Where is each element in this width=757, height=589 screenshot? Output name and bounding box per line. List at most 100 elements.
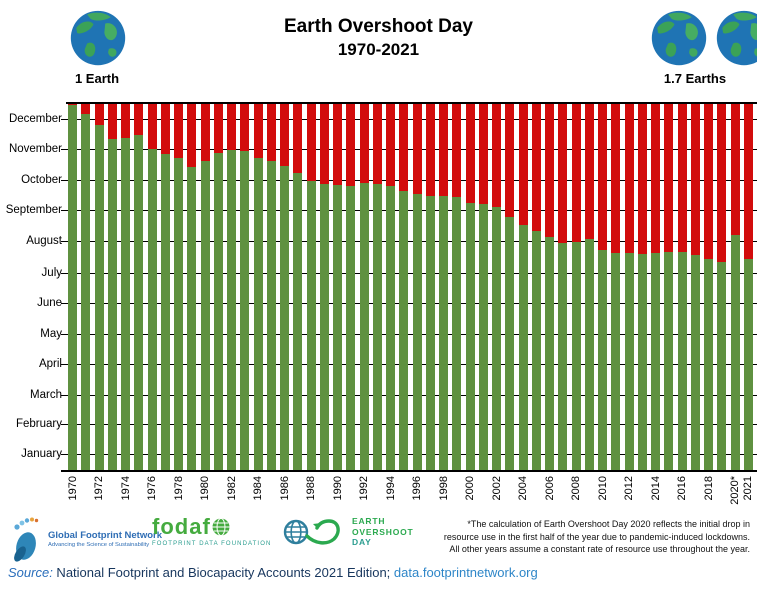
bar-2005-green (531, 231, 541, 470)
bar-1999 (452, 104, 462, 470)
year-label-2020: 2020* (729, 476, 741, 505)
bar-2021 (743, 104, 753, 470)
bar-2015 (664, 104, 674, 470)
earth-overshoot-day-logo: EARTH OVERSHOOT DAY (282, 514, 414, 550)
bar-1976 (147, 104, 157, 470)
fodafo-tagline: FOOTPRINT DATA FOUNDATION (152, 541, 272, 547)
year-label-1990: 1990 (331, 476, 344, 501)
bar-1970 (68, 104, 77, 470)
year-label-1972: 1972 (93, 476, 105, 501)
year-label-2008: 2008 (570, 476, 582, 501)
bar-1984 (253, 104, 263, 470)
year-label-1996: 1996 (411, 476, 423, 501)
fodafo-logo: fodaf FOOTPRINT DATA FOUNDATION (152, 516, 272, 548)
footnote-2020: *The calculation of Earth Overshoot Day … (444, 518, 750, 556)
fodafo-globe-icon (212, 518, 230, 536)
bar-1997 (425, 104, 435, 470)
eod-line2: OVERSHOOT (352, 526, 414, 537)
bar-2020 (730, 104, 740, 470)
bar-1983 (240, 104, 250, 470)
bar-2012-green (624, 253, 634, 470)
year-label-1980: 1980 (199, 476, 211, 501)
bar-1990 (333, 104, 342, 470)
bar-2005 (531, 104, 541, 470)
year-label-2014: 2014 (649, 476, 662, 501)
fodafo-wordmark: fodaf (152, 516, 271, 538)
year-label-1982: 1982 (225, 476, 238, 501)
month-label-april: April (38, 357, 62, 370)
bar-1994-green (386, 186, 395, 470)
source-link[interactable]: data.footprintnetwork.org (393, 565, 538, 580)
bar-1978-green (174, 158, 183, 470)
month-label-july: July (41, 266, 62, 279)
month-gridline (61, 119, 757, 120)
bar-1979-green (187, 167, 197, 470)
footnote-line3: All other years assume a constant rate o… (449, 544, 750, 554)
month-gridline (61, 394, 757, 396)
one-earth-label: 1 Earth (74, 71, 120, 86)
month-gridline (61, 272, 757, 274)
bar-2004 (518, 104, 528, 470)
bar-1983-green (240, 151, 250, 470)
bar-2016-green (677, 252, 687, 470)
month-gridline (61, 149, 757, 151)
bar-2008 (571, 104, 581, 470)
year-label-1992: 1992 (358, 476, 370, 501)
bar-2017-green (690, 255, 700, 470)
bar-1996 (412, 104, 422, 470)
bar-1987-green (293, 173, 303, 470)
bar-2019 (717, 104, 727, 470)
bar-1972 (94, 104, 104, 470)
bar-2002 (492, 104, 501, 470)
chart-title-line1: Earth Overshoot Day (284, 16, 473, 37)
bar-2007-green (558, 243, 568, 470)
month-gridline (61, 363, 757, 365)
bar-1988-green (306, 181, 316, 470)
month-gridline (61, 454, 757, 455)
bar-1981 (213, 104, 223, 470)
bar-2021-green (743, 259, 753, 470)
x-axis-line (61, 470, 757, 472)
bar-1990-green (333, 185, 342, 470)
source-line: Source: National Footprint and Biocapaci… (8, 565, 538, 580)
bar-1974-green (121, 138, 130, 470)
bar-2008-green (571, 242, 581, 470)
global-footprint-network-logo: Global Footprint Network Advancing the S… (10, 514, 162, 564)
month-label-september: September (5, 204, 62, 217)
bar-1995 (399, 104, 409, 470)
bar-2010 (598, 104, 607, 470)
bar-1978 (174, 104, 183, 470)
month-label-february: February (15, 417, 62, 430)
bar-2009 (584, 104, 594, 470)
bar-1999-green (452, 197, 462, 470)
bar-2012 (624, 104, 634, 470)
bar-2011-green (611, 253, 621, 470)
bar-1997-green (425, 196, 435, 470)
footprint-icon (14, 517, 39, 562)
bar-1982 (227, 104, 236, 470)
month-gridline (61, 180, 757, 182)
bar-1985-green (266, 161, 276, 470)
bar-2001 (478, 104, 488, 470)
partial-earth-icon (715, 9, 757, 67)
year-label-2016: 2016 (676, 476, 688, 501)
bar-2004-green (518, 225, 528, 470)
bar-2000 (465, 104, 475, 470)
bar-1977 (160, 104, 170, 470)
month-gridline (61, 333, 757, 335)
year-label-1974: 1974 (119, 476, 132, 501)
bar-2011 (611, 104, 621, 470)
bar-2013-green (637, 254, 647, 470)
month-label-march: March (30, 388, 62, 401)
bar-1977-green (160, 154, 170, 470)
bar-2002-green (492, 207, 501, 470)
bar-1979 (187, 104, 197, 470)
year-label-2002: 2002 (490, 476, 503, 501)
bar-2007 (558, 104, 568, 470)
bar-1973-green (107, 139, 117, 470)
month-label-december: December (8, 113, 62, 125)
eod-line1: EARTH (352, 516, 386, 527)
seventeen-tenths-earth-label: 1.7 Earths (663, 71, 727, 86)
source-text: National Footprint and Biocapacity Accou… (52, 565, 394, 580)
year-label-2021: 2021 (742, 476, 755, 501)
